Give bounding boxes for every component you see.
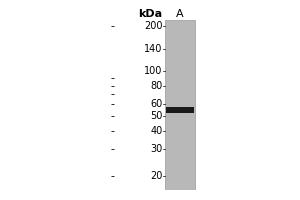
Text: 40: 40 — [150, 126, 163, 136]
Text: 30: 30 — [150, 144, 163, 154]
Text: 80: 80 — [150, 81, 163, 91]
Text: 20: 20 — [150, 171, 163, 181]
Text: kDa: kDa — [139, 9, 163, 19]
Text: 140: 140 — [144, 44, 163, 54]
Text: 200: 200 — [144, 21, 163, 31]
Text: A: A — [176, 9, 184, 19]
Bar — [165, 20, 195, 190]
Text: 50: 50 — [150, 111, 163, 121]
Bar — [166, 107, 194, 113]
Text: 60: 60 — [150, 99, 163, 109]
Text: 100: 100 — [144, 66, 163, 76]
